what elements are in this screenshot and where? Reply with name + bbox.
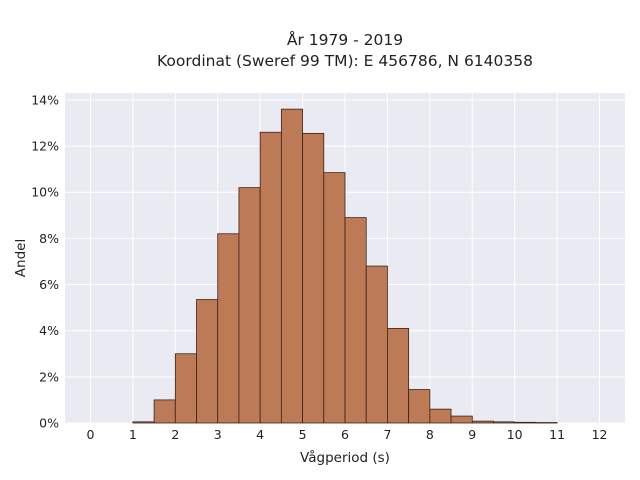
- x-tick-label: 10: [507, 427, 523, 442]
- x-tick-label: 4: [256, 427, 264, 442]
- x-tick-label: 11: [549, 427, 565, 442]
- histogram-bar: [280, 108, 303, 424]
- y-tick-label: 10%: [31, 185, 59, 200]
- y-tick-label: 8%: [39, 231, 59, 246]
- histogram-bar: [493, 421, 516, 424]
- histogram-bar: [238, 187, 261, 424]
- y-tick-label: 0%: [39, 416, 59, 431]
- chart-title-line-1: År 1979 - 2019: [287, 30, 403, 49]
- histogram-bar: [514, 421, 537, 424]
- x-tick-label: 1: [129, 427, 137, 442]
- histogram-bar: [217, 233, 240, 424]
- histogram-bar: [365, 265, 388, 424]
- x-tick-label: 7: [383, 427, 391, 442]
- histogram-bar: [196, 299, 219, 424]
- histogram-bar: [323, 172, 346, 424]
- histogram-bar: [302, 132, 325, 424]
- y-tick-label: 12%: [31, 139, 59, 154]
- y-tick-label: 2%: [39, 369, 59, 384]
- x-tick-label: 6: [341, 427, 349, 442]
- histogram-bar: [450, 415, 473, 424]
- x-tick-label: 5: [299, 427, 307, 442]
- x-tick-label: 0: [86, 427, 94, 442]
- histogram-bar: [429, 408, 452, 424]
- x-axis-ticks: 0 1 2 3 4 5 6 7 8 9 10 11 12: [86, 427, 607, 442]
- histogram-bars: [132, 108, 558, 424]
- y-axis-ticks: 0% 2% 4% 6% 8% 10% 12% 14%: [31, 92, 59, 430]
- x-tick-label: 12: [592, 427, 608, 442]
- x-tick-label: 2: [171, 427, 179, 442]
- x-tick-label: 8: [426, 427, 434, 442]
- chart-title-line-2: Koordinat (Sweref 99 TM): E 456786, N 61…: [157, 52, 533, 70]
- histogram-bar: [344, 217, 367, 424]
- x-axis-label: Vågperiod (s): [300, 449, 390, 466]
- y-axis-label: Andel: [13, 239, 29, 277]
- histogram-bar: [408, 389, 431, 424]
- histogram-bar: [535, 422, 558, 424]
- histogram-bar: [471, 420, 494, 424]
- histogram-bar: [132, 421, 155, 424]
- x-tick-label: 9: [468, 427, 476, 442]
- histogram-bar: [387, 327, 410, 424]
- y-tick-label: 14%: [31, 92, 59, 107]
- histogram-bar: [174, 353, 197, 424]
- x-tick-label: 3: [214, 427, 222, 442]
- y-tick-label: 4%: [39, 323, 59, 338]
- y-tick-label: 6%: [39, 277, 59, 292]
- histogram-bar: [153, 399, 176, 424]
- histogram-bar: [259, 131, 282, 424]
